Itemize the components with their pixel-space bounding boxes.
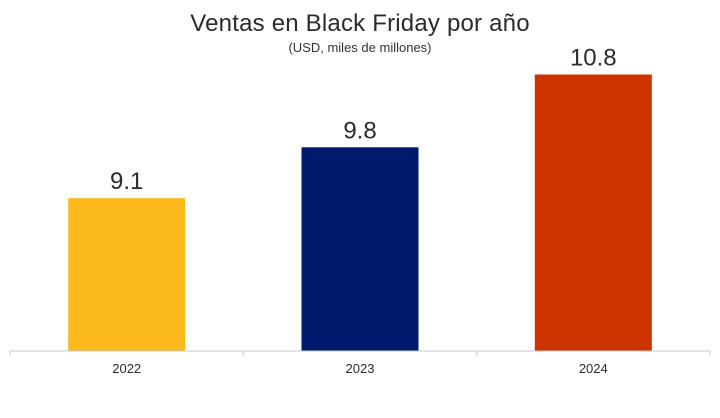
- bar-2022: [68, 198, 186, 351]
- x-tick-label-2024: 2024: [579, 361, 608, 376]
- data-label-2022: 9.1: [110, 168, 143, 195]
- x-tick-label-2022: 2022: [112, 361, 141, 376]
- chart-subtitle: (USD, miles de millones): [288, 40, 432, 55]
- bar-2024: [534, 74, 652, 351]
- x-tick-label-2023: 2023: [346, 361, 375, 376]
- chart-title: Ventas en Black Friday por año: [190, 10, 530, 37]
- bar-2023: [301, 147, 419, 351]
- data-label-2023: 9.8: [343, 117, 376, 144]
- data-label-2024: 10.8: [570, 45, 617, 72]
